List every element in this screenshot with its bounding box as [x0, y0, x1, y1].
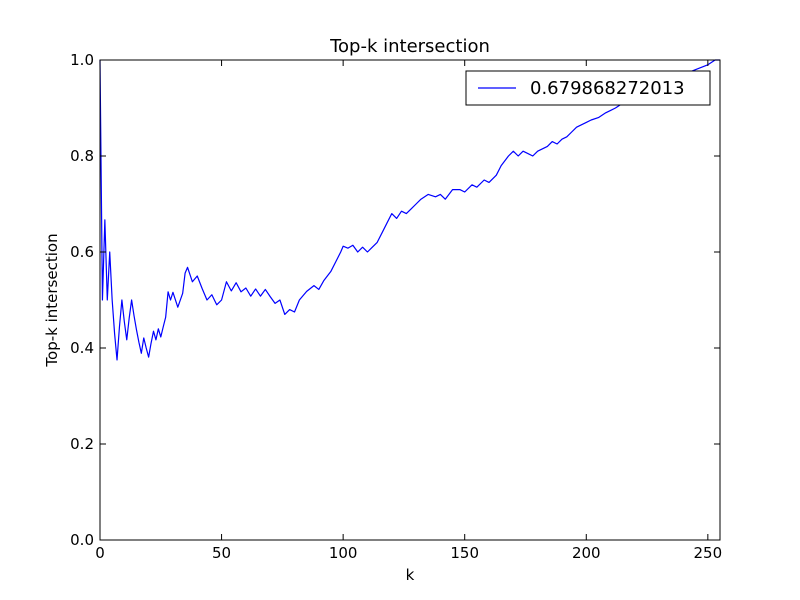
y-tick-label: 0.6: [70, 243, 94, 261]
plot-area: 0 50 100 150 200 250 0.0 0.2 0.4 0.6 0.8 1.0: [70, 51, 722, 562]
y-tick-label: 0.0: [70, 531, 94, 549]
plot-frame: [99, 59, 721, 541]
x-tick-label: 50: [212, 544, 231, 562]
legend: 0.679868272013: [465, 70, 711, 106]
x-axis-label: k: [406, 566, 415, 584]
y-tick-label: 0.8: [70, 147, 94, 165]
series-line-0: [99, 59, 720, 361]
legend-series-label: 0.679868272013: [530, 78, 685, 99]
x-tick-label: 200: [572, 544, 601, 562]
x-tick-label: 250: [694, 544, 723, 562]
y-axis-label: Top-k intersection: [43, 233, 61, 367]
x-tick-label: 150: [450, 544, 479, 562]
y-tick-label: 1.0: [70, 51, 94, 69]
y-tick-label: 0.2: [70, 435, 94, 453]
x-tick-label: 100: [329, 544, 358, 562]
chart-title: Top-k intersection: [329, 36, 490, 57]
y-tick-label: 0.4: [70, 339, 94, 357]
x-tick-label: 0: [95, 544, 105, 562]
